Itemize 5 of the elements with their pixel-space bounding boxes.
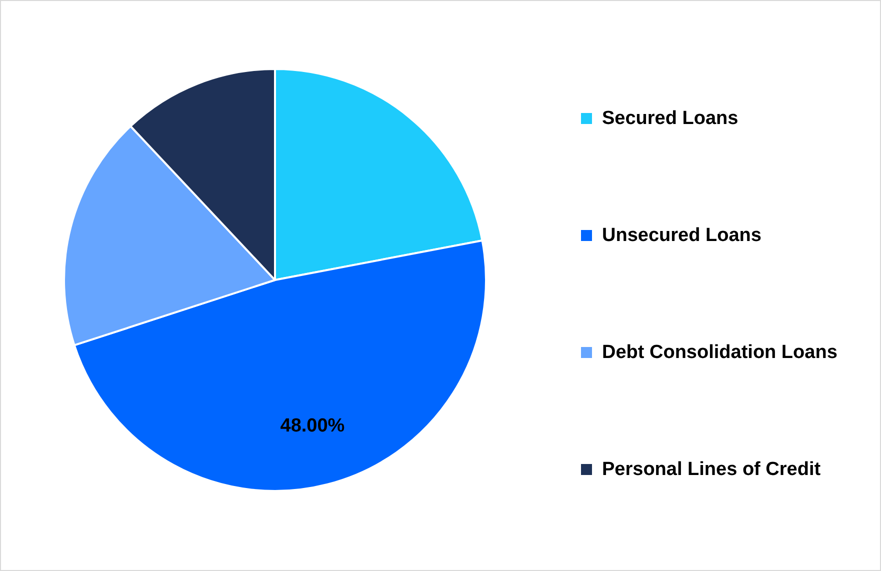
legend-label: Unsecured Loans (602, 225, 762, 246)
legend-label: Debt Consolidation Loans (602, 342, 838, 363)
legend-label: Secured Loans (602, 108, 738, 129)
legend-label: Personal Lines of Credit (602, 459, 822, 480)
data-label: 48.00% (280, 415, 345, 436)
